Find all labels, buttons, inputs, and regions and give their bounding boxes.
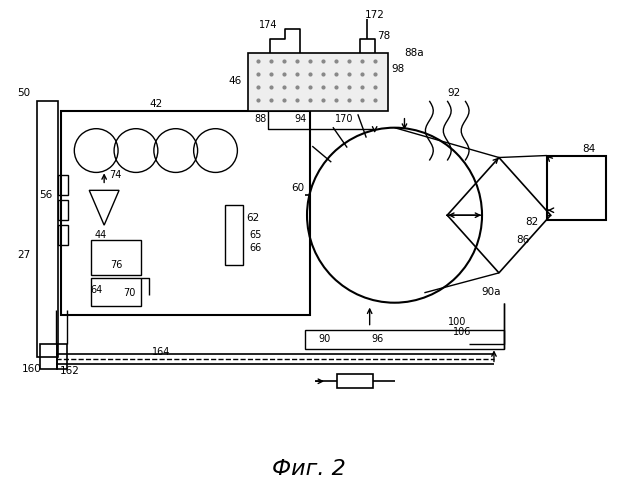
Text: 70: 70: [123, 288, 135, 298]
Text: 82: 82: [525, 217, 538, 227]
Text: 84: 84: [582, 144, 595, 154]
Text: 56: 56: [39, 190, 52, 200]
Text: 160: 160: [22, 364, 41, 374]
Text: 74: 74: [109, 170, 121, 180]
Text: 64: 64: [90, 285, 103, 295]
Text: 94: 94: [294, 114, 306, 124]
Text: 27: 27: [17, 250, 30, 260]
Text: 162: 162: [59, 366, 79, 376]
Text: 106: 106: [453, 326, 472, 336]
Polygon shape: [89, 190, 119, 225]
Text: 96: 96: [371, 334, 384, 344]
Text: Фиг. 2: Фиг. 2: [272, 459, 346, 479]
Text: 88: 88: [254, 114, 266, 124]
Bar: [40, 344, 57, 370]
Text: 50: 50: [17, 88, 30, 98]
Bar: [58, 225, 69, 245]
Bar: [248, 53, 387, 111]
Text: 60: 60: [292, 184, 305, 194]
Text: 42: 42: [149, 99, 163, 109]
Text: 100: 100: [448, 316, 467, 326]
Text: 86: 86: [516, 235, 530, 245]
Bar: [58, 176, 69, 196]
Text: 164: 164: [151, 348, 170, 358]
Text: 78: 78: [377, 31, 390, 41]
Text: 170: 170: [334, 114, 353, 124]
Text: 65: 65: [249, 230, 261, 240]
Text: 76: 76: [110, 260, 122, 270]
Text: 66: 66: [249, 243, 261, 253]
Bar: [61, 111, 310, 314]
Bar: [58, 200, 69, 220]
Text: 92: 92: [447, 88, 461, 98]
Text: 44: 44: [95, 230, 108, 240]
Text: 62: 62: [247, 213, 260, 223]
Text: 90a: 90a: [481, 287, 501, 297]
Text: 90: 90: [319, 334, 331, 344]
Text: 172: 172: [365, 10, 384, 20]
Text: 98: 98: [391, 64, 404, 74]
Bar: [36, 101, 58, 357]
Bar: [547, 156, 606, 220]
Bar: [91, 240, 141, 275]
Bar: [305, 330, 504, 349]
Bar: [57, 344, 67, 370]
Bar: [337, 374, 373, 388]
Text: 88a: 88a: [405, 48, 424, 58]
Bar: [91, 278, 141, 305]
Text: 174: 174: [259, 20, 277, 30]
Bar: [226, 205, 243, 265]
Text: 46: 46: [229, 76, 242, 86]
